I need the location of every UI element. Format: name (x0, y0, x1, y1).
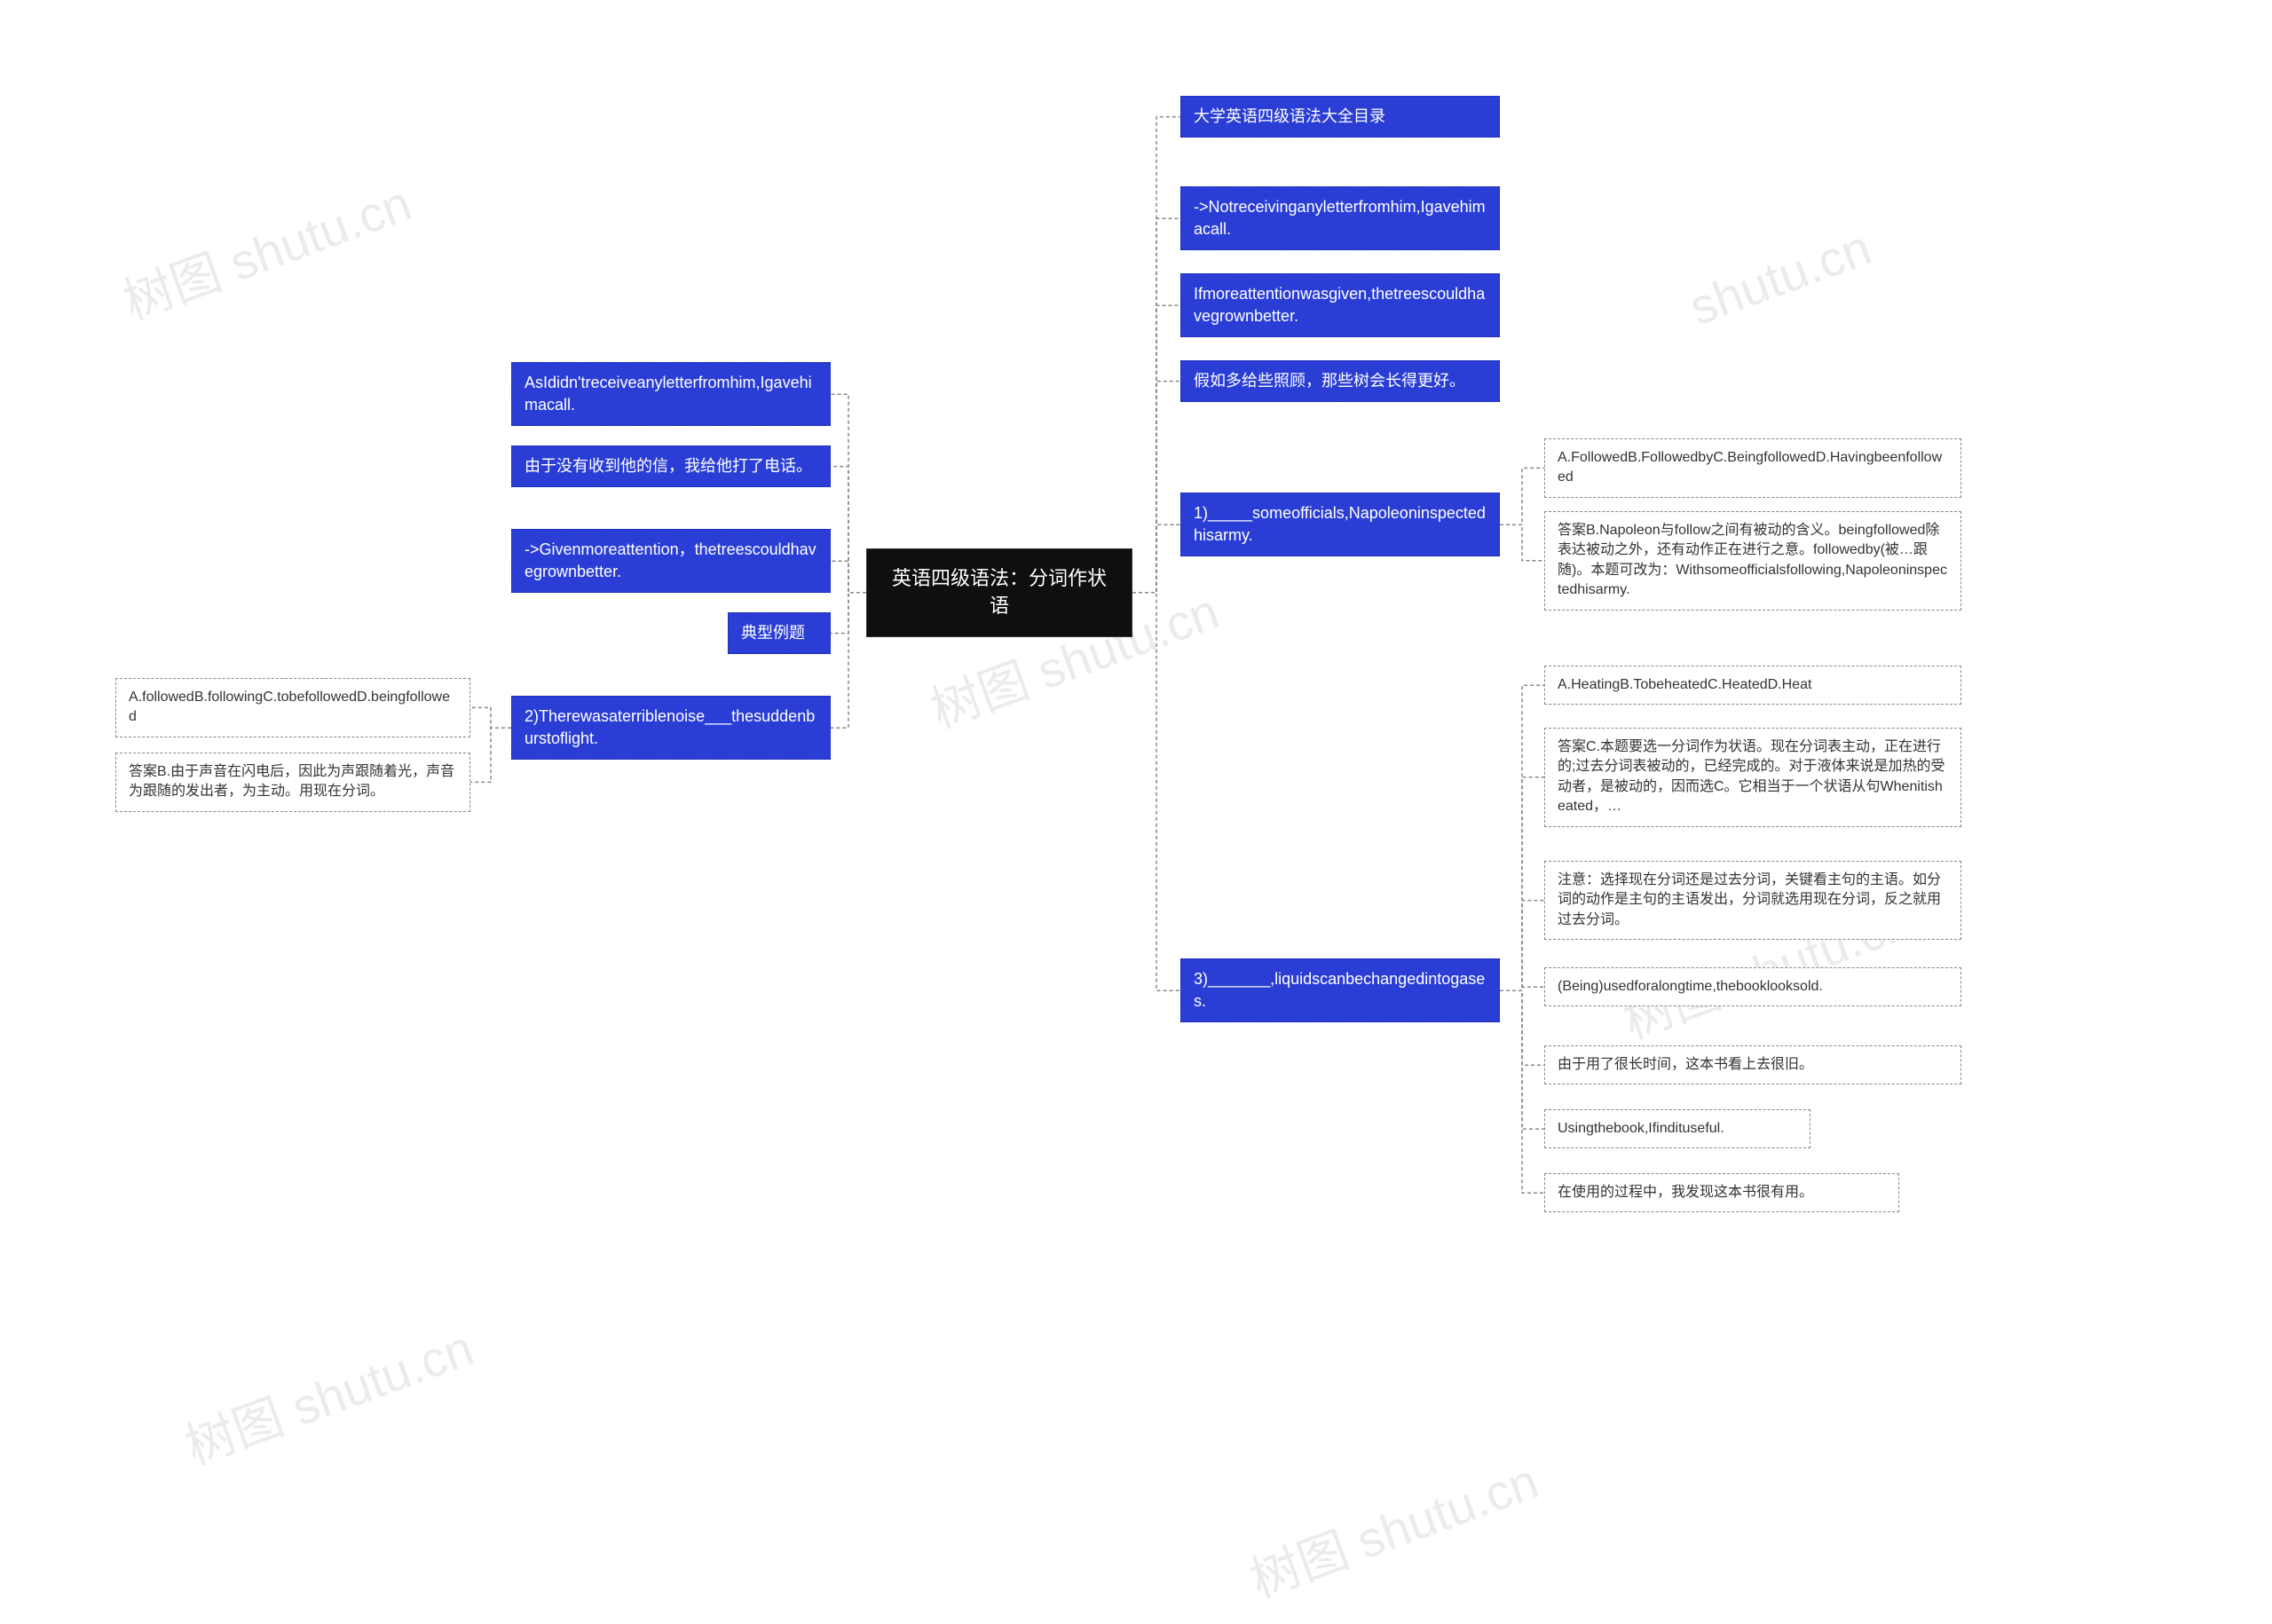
node-R6: 3)_______,liquidscanbechangedintogases. (1180, 958, 1500, 1022)
node-L5: 2)Therewasaterriblenoise___thesuddenburs… (511, 696, 831, 760)
node-R6d: (Being)usedforalongtime,thebooklooksold. (1544, 967, 1961, 1006)
node-R6b: 答案C.本题要选一分词作为状语。现在分词表主动，正在进行的;过去分词表被动的，已… (1544, 728, 1961, 827)
node-L3: ->Givenmoreattention，thetreescouldhavegr… (511, 529, 831, 593)
node-L5b: 答案B.由于声音在闪电后，因此为声跟随着光，声音为跟随的发出者，为主动。用现在分… (115, 753, 470, 812)
node-R6g: 在使用的过程中，我发现这本书很有用。 (1544, 1173, 1899, 1212)
node-R6e: 由于用了很长时间，这本书看上去很旧。 (1544, 1045, 1961, 1084)
node-R3: Ifmoreattentionwasgiven,thetreescouldhav… (1180, 273, 1500, 337)
watermark: 树图 shutu.cn (174, 1308, 482, 1478)
watermark: 树图 shutu.cn (1239, 1441, 1547, 1612)
node-R5: 1)_____someofficials,Napoleoninspectedhi… (1180, 493, 1500, 556)
node-L5a: A.followedB.followingC.tobefollowedD.bei… (115, 678, 470, 737)
node-R5b: 答案B.Napoleon与follow之间有被动的含义。beingfollowe… (1544, 511, 1961, 611)
node-L4: 典型例题 (728, 612, 831, 654)
node-L1: AsIdidn'treceiveanyletterfromhim,Igavehi… (511, 362, 831, 426)
watermark: shutu.cn (1682, 218, 1878, 336)
watermark: 树图 shutu.cn (112, 163, 420, 334)
node-L2: 由于没有收到他的信，我给他打了电话。 (511, 445, 831, 487)
root-node: 英语四级语法：分词作状语 (866, 548, 1132, 637)
node-R6a: A.HeatingB.TobeheatedC.HeatedD.Heat (1544, 666, 1961, 705)
node-R6f: Usingthebook,Ifindituseful. (1544, 1109, 1810, 1148)
node-R5a: A.FollowedB.FollowedbyC.BeingfollowedD.H… (1544, 438, 1961, 498)
node-R2: ->Notreceivinganyletterfromhim,Igavehima… (1180, 186, 1500, 250)
node-R4: 假如多给些照顾，那些树会长得更好。 (1180, 360, 1500, 402)
node-R6c: 注意：选择现在分词还是过去分词，关键看主句的主语。如分词的动作是主句的主语发出，… (1544, 861, 1961, 940)
node-R1: 大学英语四级语法大全目录 (1180, 96, 1500, 138)
